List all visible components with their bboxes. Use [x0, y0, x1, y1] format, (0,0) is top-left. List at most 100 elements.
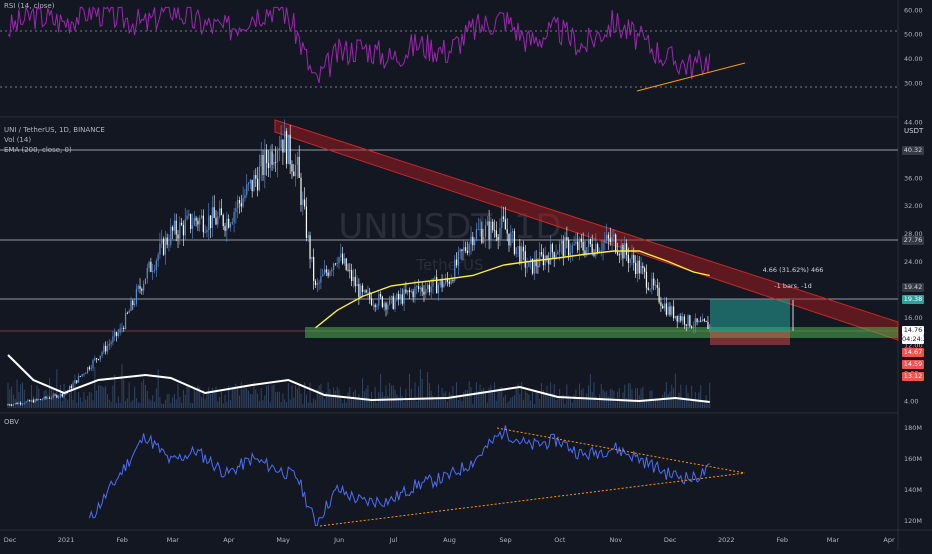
candle-body	[258, 166, 261, 191]
volume-bar	[329, 388, 331, 408]
rsi-line[interactable]	[7, 5, 711, 84]
volume-bar	[38, 388, 40, 408]
candle-body	[474, 239, 476, 246]
volume-bar	[579, 383, 581, 408]
candle-body	[76, 380, 78, 383]
ema-200-line[interactable]	[315, 250, 710, 329]
volume-bar	[65, 397, 67, 408]
candle-body	[539, 252, 541, 267]
volume-bar	[34, 400, 36, 408]
volume-bar	[626, 398, 628, 408]
candle-body	[164, 237, 166, 255]
volume-bar	[383, 395, 385, 408]
candle-body	[307, 235, 309, 238]
volume-bar	[392, 385, 394, 408]
volume-bar	[267, 384, 269, 408]
candle-body	[414, 286, 416, 298]
time-axis: Dec 2021 Feb Mar Apr May Jun Jul Aug Sep Oct Nov Dec…	[4, 536, 895, 544]
volume-bar	[190, 402, 192, 408]
descending-resistance-channel[interactable]	[274, 119, 899, 341]
candle-body	[171, 226, 174, 231]
volume-bar	[463, 392, 465, 408]
position-target-zone[interactable]	[710, 299, 790, 332]
candle-body	[215, 217, 217, 225]
volume-bar	[662, 394, 664, 408]
candle-body	[229, 223, 232, 228]
volume-bar	[584, 399, 586, 408]
candle-body	[591, 243, 593, 253]
candle-body	[38, 399, 40, 401]
candle-body	[253, 175, 255, 192]
volume-bar	[398, 397, 400, 408]
candle-body	[240, 203, 242, 207]
volume-bar	[432, 395, 434, 408]
volume-bar	[358, 394, 360, 408]
candle-body	[493, 230, 496, 231]
volume-bar	[219, 396, 221, 408]
candle-body	[358, 283, 360, 298]
volume-bar	[508, 401, 510, 408]
time-tick-label: Apr	[223, 536, 235, 544]
candle-body	[580, 238, 582, 242]
candle-body	[21, 403, 24, 405]
volume-bar	[208, 387, 210, 408]
candle-body	[267, 163, 270, 169]
volume-bar	[573, 394, 575, 408]
volume-bar	[526, 392, 528, 408]
volume-bar	[126, 398, 128, 408]
candle-body	[618, 254, 620, 256]
candle-body	[389, 297, 391, 305]
candle-body	[672, 306, 675, 319]
candle-body	[452, 279, 454, 281]
volume-bar	[9, 389, 11, 408]
volume-bar	[79, 397, 81, 408]
position-stop-zone[interactable]	[710, 332, 790, 345]
volume-bar	[419, 369, 421, 408]
obv-line[interactable]	[88, 425, 710, 527]
obv-lower-trendline[interactable]	[319, 472, 746, 527]
price-tick-label: 4.00	[904, 398, 918, 406]
candle-body	[341, 253, 344, 264]
candle-body	[481, 228, 483, 243]
volume-bar	[101, 386, 103, 408]
volume-bar	[316, 389, 318, 408]
volume-bar	[627, 383, 629, 408]
price-tick-label: 12.00	[904, 342, 923, 350]
candle-body	[685, 324, 687, 326]
volume-bar	[210, 393, 212, 408]
rsi-trendline[interactable]	[636, 62, 746, 92]
candle-body	[660, 302, 662, 306]
candle-body	[121, 327, 123, 329]
volume-bar	[148, 399, 150, 408]
candle-body	[587, 239, 590, 248]
candle-body	[41, 399, 43, 401]
volume-bar	[269, 402, 271, 408]
obv-tick-label: 160M	[904, 455, 922, 463]
candle-body	[209, 215, 212, 229]
volume-bar	[347, 392, 349, 408]
volume-bar	[7, 382, 9, 408]
volume-bar	[345, 402, 347, 408]
candle-body	[146, 267, 148, 279]
candle-body	[691, 326, 693, 328]
candle-body	[421, 287, 423, 292]
candle-body	[625, 243, 628, 255]
candle-body	[161, 238, 163, 244]
candle-body	[613, 234, 615, 237]
volume-bar	[23, 389, 25, 408]
candle-body	[186, 215, 188, 220]
candle-body	[159, 243, 161, 255]
time-tick-label: Nov	[610, 536, 623, 544]
time-tick-label: Dec	[664, 536, 677, 544]
volume-bar	[128, 382, 130, 408]
candle-body	[370, 298, 373, 305]
candle-body	[266, 150, 268, 164]
candle-body	[578, 238, 581, 251]
volume-bar	[253, 382, 255, 408]
volume-bar	[539, 399, 541, 408]
volume-bar	[146, 391, 148, 408]
volume-bar	[678, 392, 680, 408]
support-zone[interactable]	[305, 327, 898, 338]
